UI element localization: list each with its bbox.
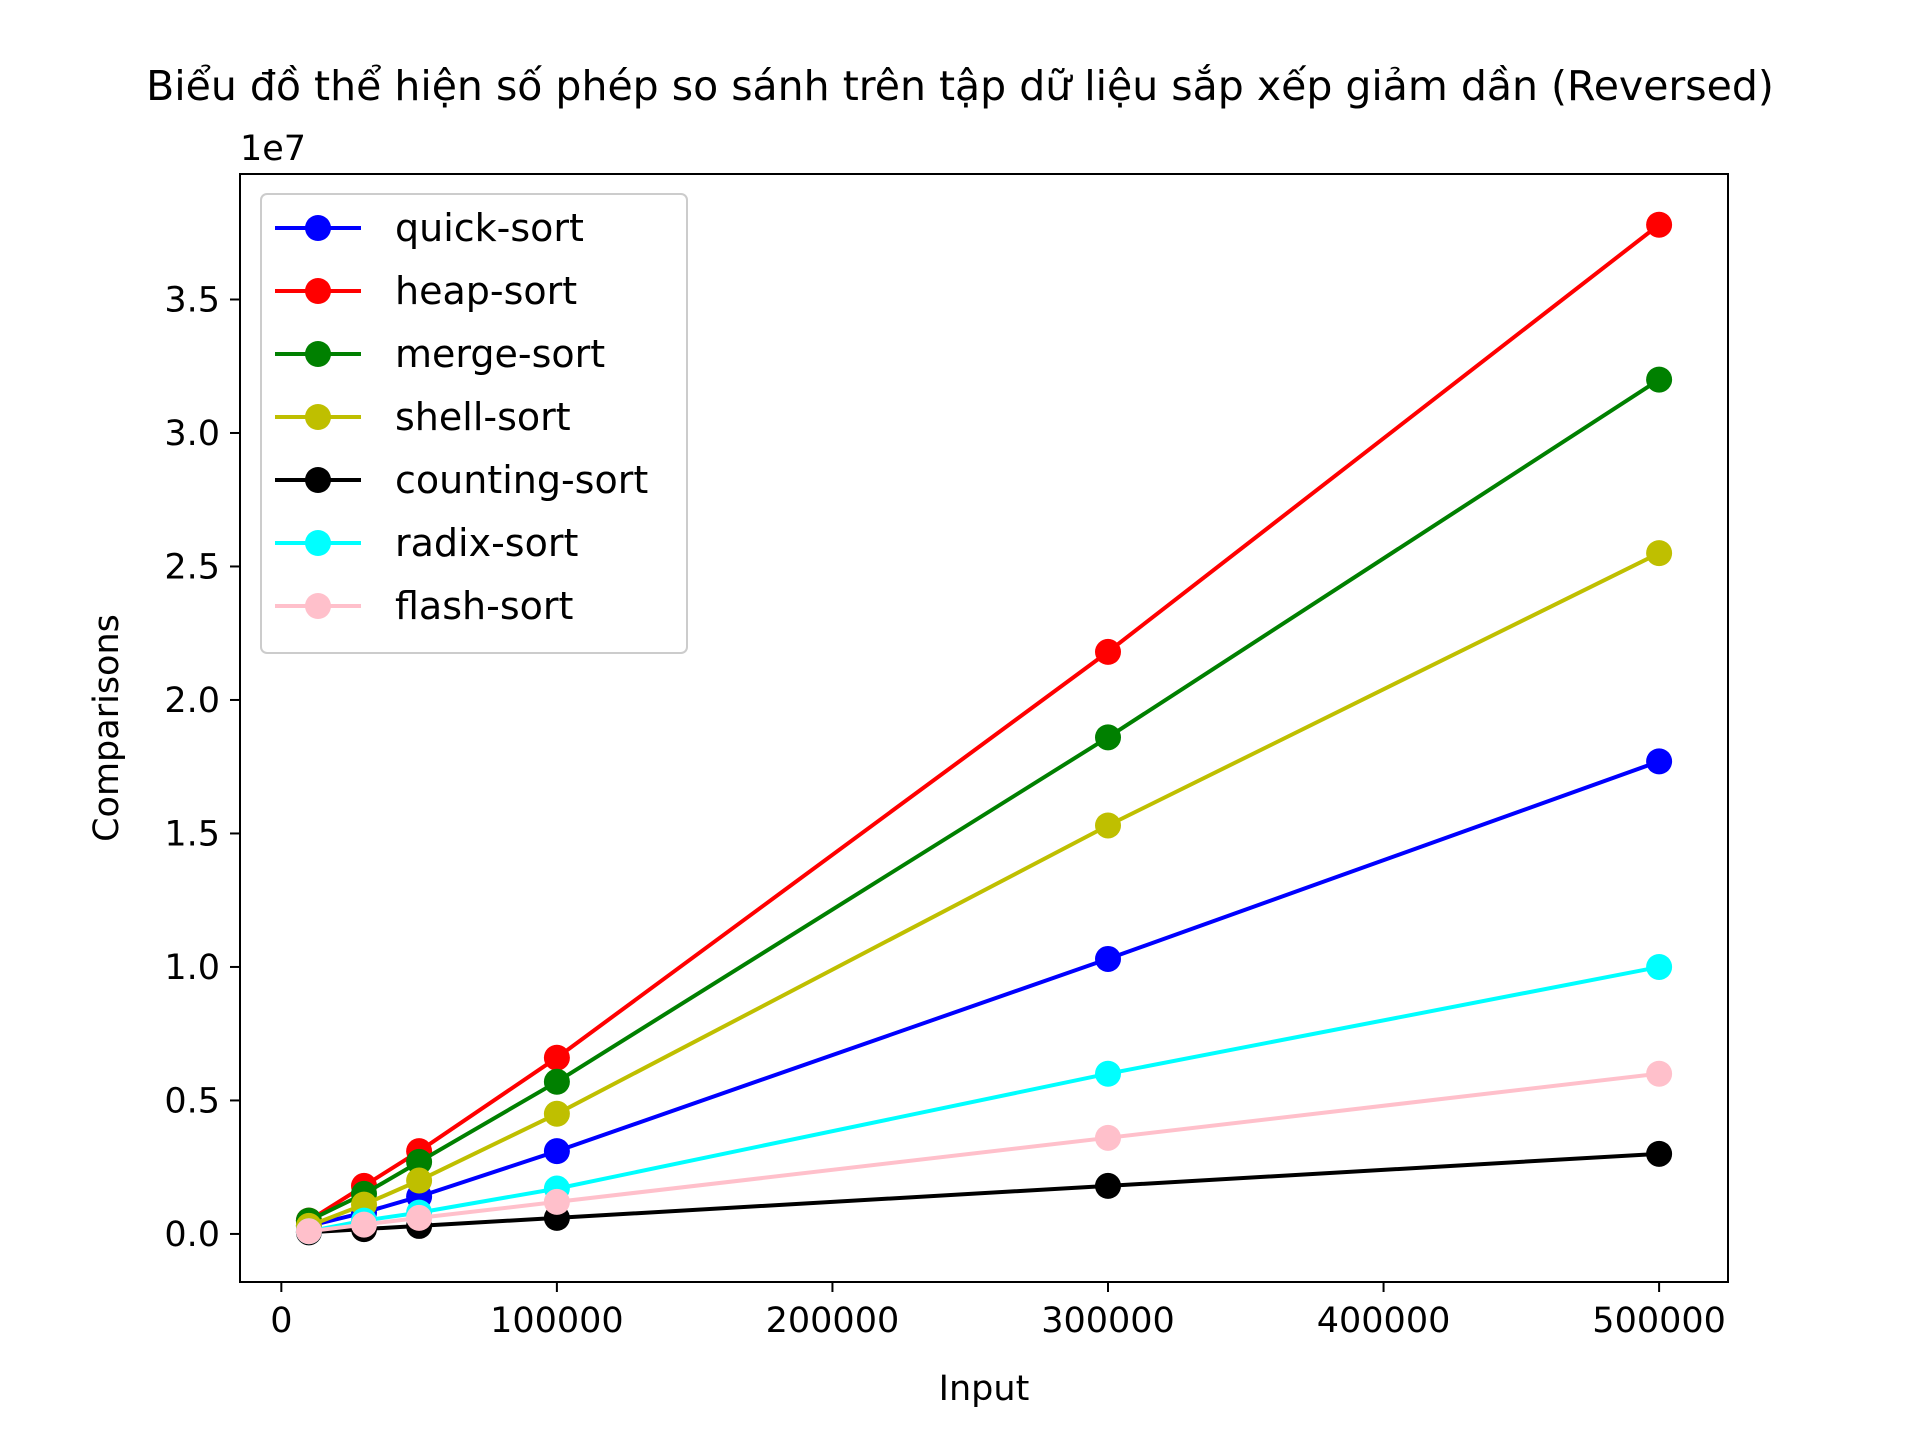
data-point-shell-sort bbox=[1646, 540, 1673, 567]
data-point-quick-sort bbox=[543, 1138, 570, 1165]
data-point-heap-sort bbox=[1095, 638, 1121, 665]
x-tick-label: 400000 bbox=[1317, 1301, 1451, 1341]
legend-entry-flash-sort: flash-sort bbox=[275, 584, 573, 628]
y-tick-label: 2.0 bbox=[164, 681, 220, 721]
data-point-quick-sort bbox=[1095, 945, 1121, 972]
data-point-heap-sort bbox=[543, 1044, 570, 1071]
data-point-flash-sort bbox=[1095, 1124, 1121, 1151]
data-point-flash-sort bbox=[543, 1188, 570, 1215]
data-point-flash-sort bbox=[295, 1218, 322, 1245]
legend-marker bbox=[305, 278, 331, 304]
legend-marker bbox=[305, 593, 331, 619]
legend-label: counting-sort bbox=[395, 458, 648, 502]
legend: quick-sort heap-sort merge-sort shell-sort c… bbox=[260, 193, 688, 654]
legend-marker bbox=[305, 404, 331, 430]
legend-label: shell-sort bbox=[395, 395, 571, 439]
legend-entry-merge-sort: merge-sort bbox=[275, 332, 605, 376]
data-point-counting-sort bbox=[1095, 1172, 1121, 1199]
series-shell-sort bbox=[295, 540, 1673, 1239]
legend-entry-counting-sort: counting-sort bbox=[275, 458, 648, 502]
y-tick-label: 0.5 bbox=[164, 1081, 220, 1121]
x-tick-label: 200000 bbox=[766, 1301, 900, 1341]
legend-entry-quick-sort: quick-sort bbox=[275, 206, 584, 250]
legend-label: quick-sort bbox=[395, 206, 584, 250]
legend-marker bbox=[305, 341, 331, 367]
data-point-radix-sort bbox=[1646, 953, 1673, 980]
data-point-shell-sort bbox=[543, 1100, 570, 1127]
data-point-radix-sort bbox=[1095, 1060, 1121, 1087]
data-point-merge-sort bbox=[543, 1068, 570, 1095]
data-point-flash-sort bbox=[1646, 1060, 1673, 1087]
y-tick-label: 1.5 bbox=[164, 814, 220, 854]
legend-label: merge-sort bbox=[395, 332, 605, 376]
y-tick-label: 2.5 bbox=[164, 547, 220, 587]
data-point-quick-sort bbox=[1646, 748, 1673, 775]
legend-entry-shell-sort: shell-sort bbox=[275, 395, 571, 439]
data-point-merge-sort bbox=[406, 1148, 433, 1175]
y-tick-label: 3.0 bbox=[164, 414, 220, 454]
legend-marker bbox=[305, 530, 331, 556]
legend-marker bbox=[305, 215, 331, 241]
plot-frame bbox=[239, 173, 1729, 1283]
y-tick-label: 1.0 bbox=[164, 948, 220, 988]
legend-entry-heap-sort: heap-sort bbox=[275, 269, 577, 313]
data-point-flash-sort bbox=[406, 1204, 433, 1231]
y-tick-label: 0.0 bbox=[164, 1215, 220, 1255]
data-point-heap-sort bbox=[1646, 211, 1673, 238]
x-tick-label: 100000 bbox=[490, 1301, 624, 1341]
y-axis-label: Comparisons bbox=[87, 614, 127, 842]
legend-label: heap-sort bbox=[395, 269, 577, 313]
data-point-shell-sort bbox=[1095, 812, 1121, 839]
data-point-counting-sort bbox=[1646, 1140, 1673, 1167]
x-axis-label: Input bbox=[939, 1369, 1030, 1409]
data-point-merge-sort bbox=[1646, 366, 1673, 393]
legend-marker bbox=[305, 467, 331, 493]
y-tick-label: 3.5 bbox=[164, 280, 220, 320]
legend-label: flash-sort bbox=[395, 584, 573, 628]
data-point-merge-sort bbox=[1095, 724, 1121, 751]
data-point-shell-sort bbox=[406, 1167, 433, 1194]
legend-entry-radix-sort: radix-sort bbox=[275, 521, 578, 565]
y-offset-label: 1e7 bbox=[240, 129, 306, 169]
x-tick-label: 300000 bbox=[1041, 1301, 1175, 1341]
x-tick-label: 0 bbox=[270, 1301, 292, 1341]
chart-title: Biểu đồ thể hiện số phép so sánh trên tậ… bbox=[146, 62, 1774, 110]
x-tick-label: 500000 bbox=[1592, 1301, 1726, 1341]
legend-label: radix-sort bbox=[395, 521, 578, 565]
series-flash-sort bbox=[295, 1060, 1673, 1245]
legend-box bbox=[260, 193, 688, 654]
data-point-flash-sort bbox=[351, 1211, 377, 1238]
